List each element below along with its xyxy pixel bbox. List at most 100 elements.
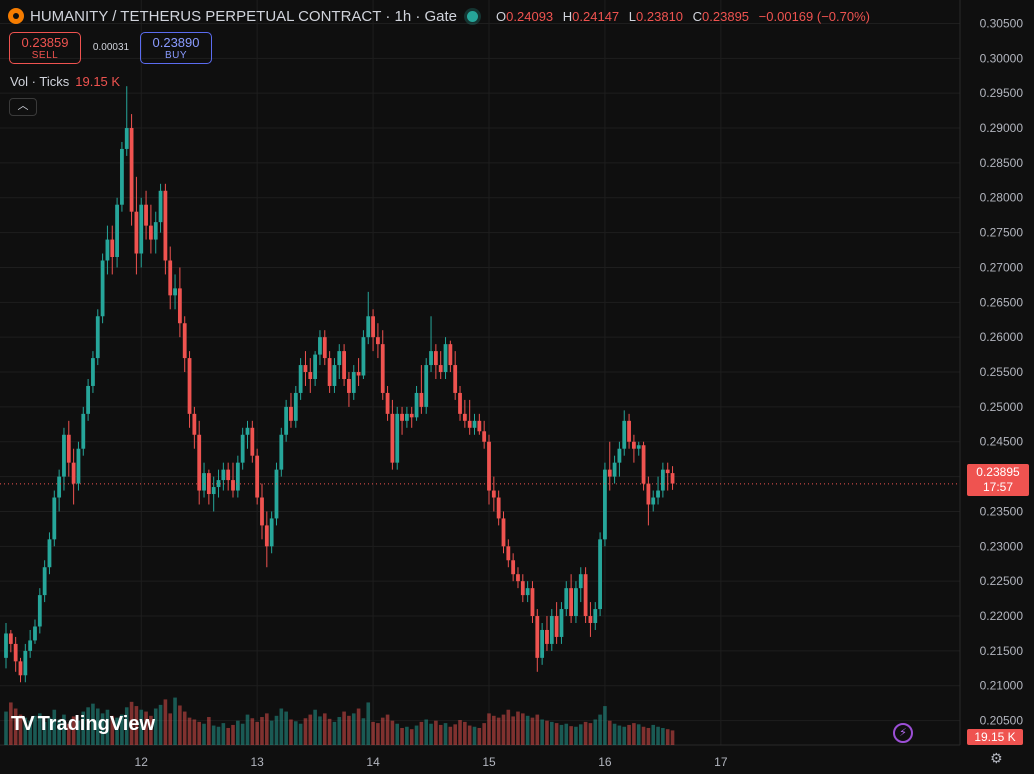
sell-button[interactable]: 0.23859 SELL	[9, 32, 81, 64]
volume-bar	[511, 716, 515, 745]
volume-bar	[588, 723, 593, 745]
candle-body	[467, 420, 472, 428]
y-tick-label: 0.24500	[980, 435, 1024, 449]
candle-body	[361, 337, 366, 376]
volume-bar	[18, 714, 23, 745]
collapse-legend-button[interactable]: ︿	[9, 98, 37, 116]
volume-bar	[274, 715, 279, 745]
candle-body	[632, 441, 636, 449]
volume-bar	[91, 703, 95, 745]
candle-body	[95, 316, 100, 359]
tradingview-logo[interactable]: TV TradingView	[11, 713, 155, 736]
symbol-title[interactable]: HUMANITY / TETHERUS PERPETUAL CONTRACT ·…	[30, 7, 458, 25]
buy-button[interactable]: 0.23890 BUY	[140, 32, 212, 64]
candle-body	[332, 365, 337, 386]
y-tick-label: 0.25500	[980, 365, 1024, 379]
candle-body	[129, 128, 134, 212]
candle-body	[448, 344, 453, 366]
volume-bar	[327, 718, 332, 745]
volume-bar	[192, 719, 197, 745]
candle-body	[71, 462, 76, 484]
low-value: 0.23810	[636, 8, 684, 24]
volume-bar	[144, 711, 148, 745]
volume-bar	[665, 729, 670, 745]
candle-body	[240, 434, 245, 463]
candle-body	[327, 358, 332, 386]
volume-bar	[646, 727, 651, 745]
candle-body	[308, 372, 313, 379]
volume-bar	[651, 724, 656, 745]
market-status-icon[interactable]	[467, 10, 479, 22]
volume-bar	[197, 721, 201, 745]
y-tick-label: 0.28000	[980, 191, 1024, 205]
volume-bar	[521, 713, 525, 745]
volume-bar	[231, 724, 235, 745]
candle-body	[511, 560, 516, 575]
candle-body	[491, 490, 496, 498]
candle-body	[182, 323, 187, 359]
volume-bar	[661, 727, 665, 745]
volume-bar	[492, 715, 496, 745]
candle-body	[598, 539, 602, 610]
candle-body	[506, 546, 511, 561]
candle-body	[641, 445, 646, 484]
candle-body	[395, 413, 400, 463]
volume-bar	[313, 709, 317, 745]
volume-bar	[429, 723, 433, 745]
volume-bar	[641, 726, 646, 745]
volume-bar	[487, 713, 491, 745]
candle-body	[202, 473, 206, 491]
candle-body	[4, 633, 8, 658]
volume-bar	[506, 709, 511, 745]
sell-label: SELL	[31, 50, 59, 61]
volume-bar	[221, 723, 226, 745]
candle-body	[540, 629, 545, 658]
candle-body	[578, 574, 583, 589]
volume-bar	[284, 711, 288, 745]
volume-bar	[149, 715, 153, 745]
volume-bar	[211, 725, 216, 745]
candle-body	[453, 365, 458, 393]
candle-body	[8, 633, 13, 644]
volume-bar	[226, 727, 230, 745]
lightning-icon[interactable]: ⚡	[893, 723, 913, 743]
volume-bar	[380, 717, 385, 745]
high-value: 0.24147	[572, 8, 620, 24]
y-tick-label: 0.27500	[980, 226, 1024, 240]
candle-body	[429, 351, 433, 366]
candle-body	[501, 518, 506, 547]
candle-body	[100, 260, 105, 317]
candle-body	[187, 358, 192, 414]
candle-body	[289, 406, 293, 421]
gear-icon[interactable]: ⚙	[990, 750, 1003, 766]
volume-bar	[66, 723, 71, 745]
buy-price: 0.23890	[152, 35, 200, 50]
volume-legend[interactable]: Vol · Ticks 19.15 K	[10, 74, 120, 89]
candle-body	[149, 225, 153, 240]
candle-body	[433, 351, 438, 366]
candle-body	[298, 365, 303, 393]
volume-bar	[632, 723, 636, 745]
candle-body	[23, 650, 28, 676]
candle-body	[47, 539, 52, 568]
volume-bar	[337, 717, 342, 745]
volume-bar	[467, 725, 472, 745]
volume-bar	[540, 719, 544, 745]
candle-body	[168, 260, 173, 296]
volume-bar	[622, 726, 627, 745]
candle-body	[124, 128, 129, 149]
candle-body	[274, 469, 279, 519]
brand-text: TradingView	[37, 713, 156, 735]
candle-body	[192, 413, 197, 435]
candle-body	[264, 525, 269, 547]
candle-body	[144, 204, 148, 226]
candle-body	[158, 190, 163, 223]
candle-body	[617, 448, 622, 463]
volume-bar	[158, 704, 163, 745]
y-tick-label: 0.22000	[980, 609, 1024, 623]
low-label: L	[628, 8, 637, 24]
candle-body	[351, 372, 356, 393]
volume-bar	[86, 707, 90, 745]
